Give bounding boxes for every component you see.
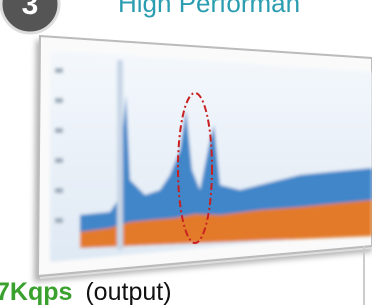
slide: 3 High Performan 7Kqps (output) xyxy=(0,0,372,305)
title: High Performan xyxy=(118,0,300,18)
caption-rest: (output) xyxy=(85,278,171,305)
badge-number: 3 xyxy=(22,0,39,21)
page: 3 High Performan 7Kqps (output) (() => {… xyxy=(0,0,372,305)
caption: 7Kqps (output) xyxy=(0,278,172,305)
caption-highlight: 7Kqps xyxy=(0,278,72,305)
